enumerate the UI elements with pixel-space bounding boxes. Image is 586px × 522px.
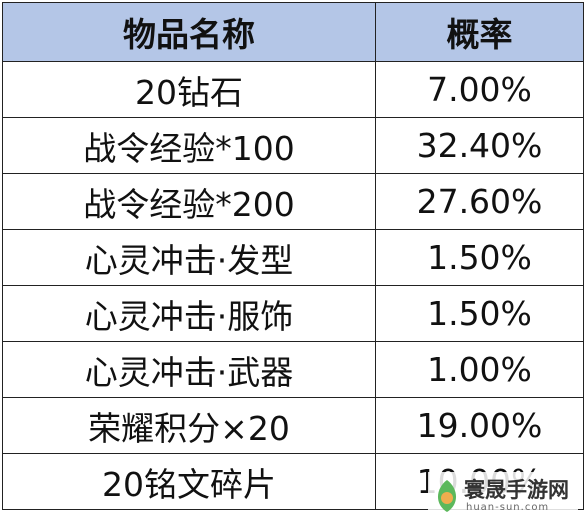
header-cell: 概率 — [375, 2, 584, 62]
probability: 32.40% — [375, 117, 584, 174]
watermark-logo — [437, 480, 457, 512]
table-row: 战令经验*100 32.40% — [2, 117, 584, 174]
item-name: 20铭文碎片 — [2, 453, 376, 510]
table-row: 战令经验*200 27.60% — [2, 173, 584, 230]
table-body: 20钻石 7.00% 战令经验*100 32.40% 战令经验*200 27.60% 心灵冲… — [2, 61, 584, 510]
watermark-url: huan-sun.com — [466, 502, 550, 513]
table-row: 心灵冲击·武器 1.00% — [2, 341, 584, 398]
probability: 1.50% — [375, 229, 584, 286]
header-cell: 物品名称 — [2, 2, 376, 62]
probability: 7.00% — [375, 61, 584, 118]
table-row: 心灵冲击·服饰 1.50% — [2, 285, 584, 342]
watermark-name: 寰晟手游网 — [464, 478, 569, 502]
item-name: 荣耀积分×20 — [2, 397, 376, 454]
probability: 27.60% — [375, 173, 584, 230]
item-name: 心灵冲击·服饰 — [2, 285, 376, 342]
item-name: 战令经验*100 — [2, 117, 376, 174]
probability-table: 物品名称 概率 20钻石 7.00% 战令经验*100 32.40% 战令经验*200 2… — [2, 2, 584, 510]
item-name: 战令经验*200 — [2, 173, 376, 230]
item-name: 心灵冲击·武器 — [2, 341, 376, 398]
header-row: 物品名称 概率 — [2, 2, 584, 62]
item-name: 20钻石 — [2, 61, 376, 118]
watermark: 寰晟手游网 huan-sun.com — [428, 472, 578, 518]
table-row: 20钻石 7.00% — [2, 61, 584, 118]
table-row: 荣耀积分×20 19.00% — [2, 397, 584, 454]
probability: 19.00% — [375, 397, 584, 454]
item-name: 心灵冲击·发型 — [2, 229, 376, 286]
probability: 1.00% — [375, 341, 584, 398]
table-row: 心灵冲击·发型 1.50% — [2, 229, 584, 286]
probability: 1.50% — [375, 285, 584, 342]
